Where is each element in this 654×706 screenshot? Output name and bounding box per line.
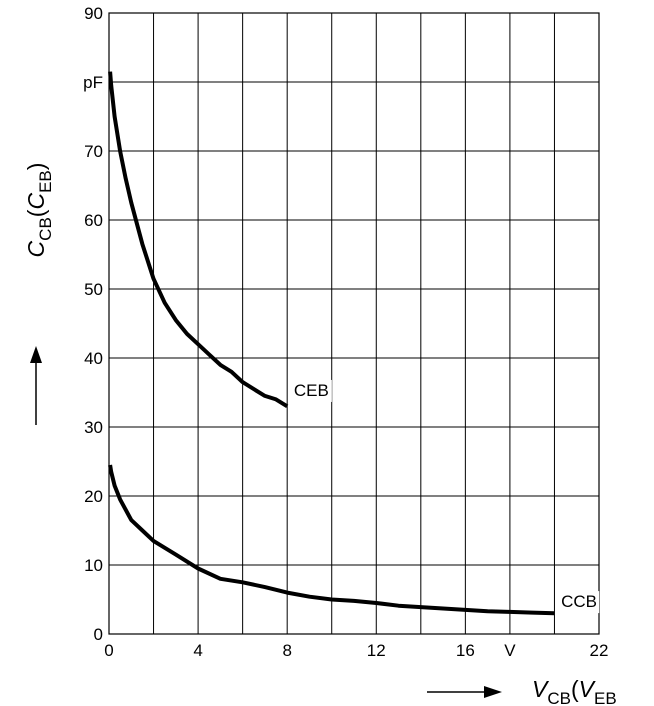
y-tick-label: 10 — [84, 556, 103, 575]
series-line-ccb — [108, 464, 555, 616]
y-axis-title-c1: C — [23, 240, 49, 257]
y-axis-title-sub1: CB — [36, 217, 55, 241]
y-tick-label: 70 — [84, 142, 103, 161]
y-tick-label: 30 — [84, 418, 103, 437]
series-label-ceb: CEB — [294, 381, 329, 400]
plot-frame — [108, 12, 600, 635]
x-axis-title-sub2: EB — [594, 689, 617, 706]
x-axis-arrow — [427, 686, 502, 698]
series-group — [108, 71, 555, 616]
x-axis-title-paren: ( — [571, 676, 579, 702]
series-labels: CEB CCB — [290, 379, 600, 614]
y-tick-label: 50 — [84, 280, 103, 299]
y-tick-label: 90 — [84, 4, 103, 23]
x-axis-title: VCB(VEB — [532, 676, 617, 706]
grid — [108, 12, 600, 635]
y-axis-title-paren: ( — [23, 209, 49, 217]
x-tick-label: 16 — [456, 641, 475, 660]
y-axis-title-close: ) — [23, 163, 49, 171]
y-axis-title-c2: C — [23, 193, 49, 210]
series-label-background — [290, 379, 332, 402]
x-axis-title-v2: V — [579, 676, 597, 702]
y-tick-label: 20 — [84, 487, 103, 506]
svg-text:CCB(CEB): CCB(CEB) — [23, 163, 55, 258]
x-axis-title-sub1: CB — [547, 689, 571, 706]
tick-labels: 0 4 8 12 16 V 22 0 10 20 30 40 50 60 70 pF 90 — [83, 4, 608, 660]
y-axis-title: CCB(CEB) — [23, 163, 55, 258]
x-tick-label: 12 — [367, 641, 386, 660]
series-line-ceb — [108, 71, 289, 409]
x-tick-label: 0 — [104, 641, 113, 660]
y-axis-title-sub2: EB — [36, 170, 55, 193]
x-tick-label: 8 — [282, 641, 291, 660]
x-tick-label: 4 — [193, 641, 202, 660]
y-tick-label: 60 — [84, 211, 103, 230]
y-tick-label: 40 — [84, 349, 103, 368]
y-tick-label: 0 — [94, 625, 103, 644]
x-tick-label: 22 — [590, 641, 609, 660]
x-axis-title-v1: V — [532, 676, 550, 702]
y-tick-label: pF — [83, 73, 103, 92]
series-label-ccb: CCB — [561, 592, 597, 611]
series-label-background — [558, 591, 600, 614]
y-axis-arrow — [30, 346, 42, 425]
x-tick-label: V — [504, 641, 516, 660]
